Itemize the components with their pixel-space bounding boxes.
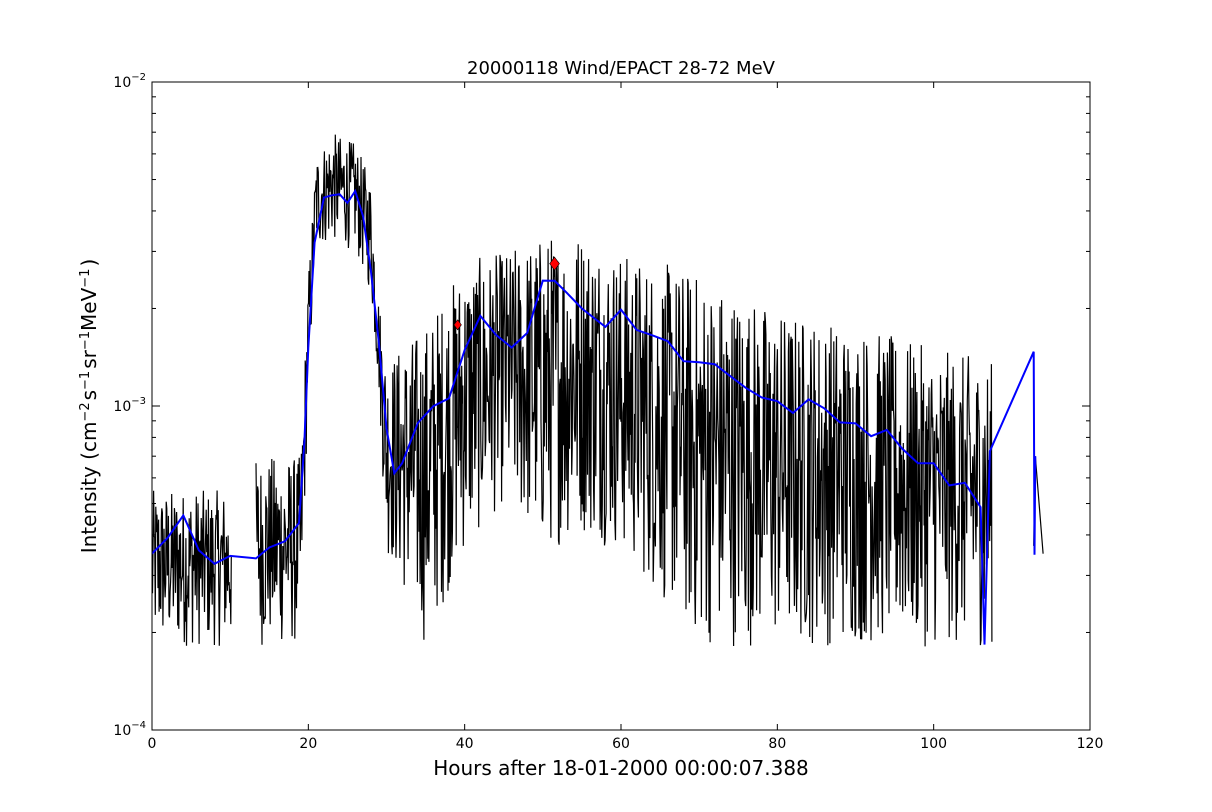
x-axis: 0 20 40 60 80 100 120: [148, 82, 1104, 752]
marker-point: [549, 256, 560, 271]
y-axis-label-s: s: [77, 390, 101, 400]
x-tick-label: 80: [768, 736, 786, 752]
x-tick-label: 20: [299, 736, 317, 752]
x-tick-label: 0: [148, 736, 157, 752]
y-tick-label-base: 10: [113, 75, 131, 91]
y-axis: 10−410−310−2: [113, 72, 1090, 739]
y-axis-label-exp3: −1: [78, 331, 93, 350]
y-tick-label: 10−4: [113, 720, 146, 739]
y-tick-label-exponent: −3: [131, 396, 146, 407]
y-tick-label: 10−2: [113, 72, 146, 91]
y-axis-label-sr: sr: [77, 349, 101, 368]
y-axis-label-exp4: −1: [78, 269, 93, 288]
chart-title: 20000118 Wind/EPACT 28-72 MeV: [467, 58, 776, 79]
marker-point: [453, 319, 462, 331]
y-axis-label-exp2: −1: [78, 371, 93, 390]
y-tick-label-exponent: −4: [131, 720, 146, 731]
y-tick-label-exponent: −2: [131, 72, 146, 83]
y-axis-label-exp1: −2: [78, 402, 93, 421]
x-tick-label: 60: [612, 736, 630, 752]
y-axis-label-suffix: ): [77, 259, 101, 267]
series-smoothed-line: [152, 188, 1037, 645]
y-tick-label-base: 10: [113, 399, 131, 415]
y-tick-label: 10−3: [113, 396, 146, 415]
y-axis-label: Intensity (cm−2s−1sr−1MeV−1): [77, 259, 101, 554]
x-tick-label: 100: [920, 736, 947, 752]
x-axis-label: Hours after 18-01-2000 00:00:07.388: [433, 756, 809, 780]
x-tick-label: 120: [1077, 736, 1104, 752]
y-tick-label-base: 10: [113, 723, 131, 739]
y-axis-label-prefix: Intensity (cm: [77, 422, 101, 554]
x-tick-label: 40: [456, 736, 474, 752]
y-axis-label-mev: MeV: [77, 287, 101, 331]
plot-area: [152, 134, 1044, 647]
